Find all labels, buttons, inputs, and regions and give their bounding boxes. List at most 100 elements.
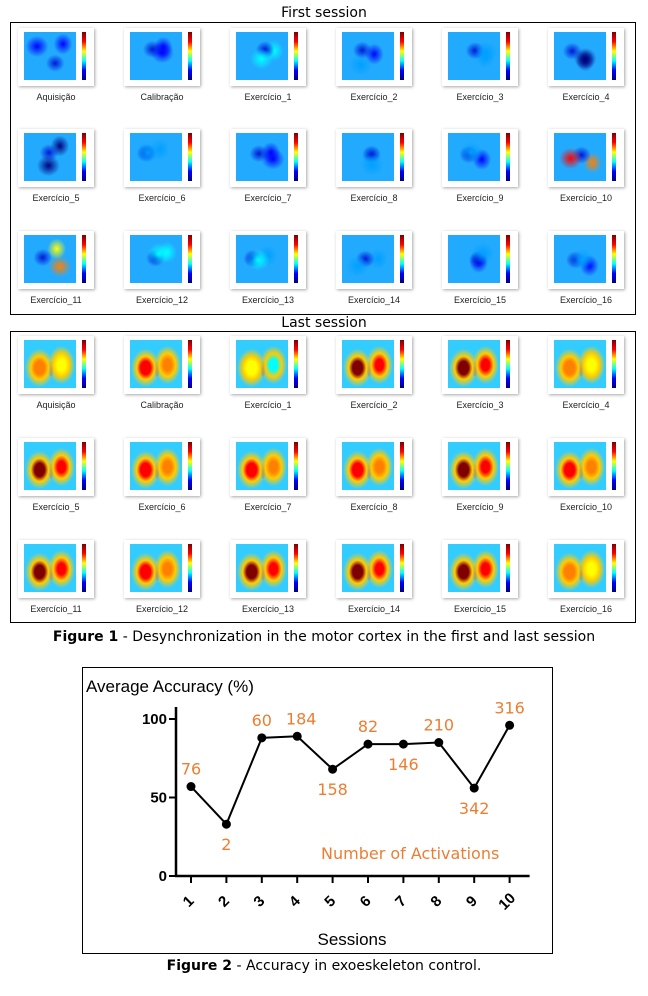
heatmap-image [24, 340, 76, 388]
first-heatmap-label: Exercício_5 [32, 193, 80, 203]
colorbar [188, 133, 192, 181]
heatmap-image [342, 442, 394, 490]
activation-count-label: 342 [459, 799, 490, 818]
heatmap-image [24, 442, 76, 490]
heatmap-image [236, 32, 288, 80]
y-tick-label: 50 [150, 790, 167, 807]
accuracy-point [186, 782, 196, 792]
colorbar [294, 442, 298, 490]
figure-2-label: Figure 2 [166, 958, 233, 974]
chart-title: Average Accuracy (%) [86, 677, 254, 696]
last-heatmap-thumbnail [18, 438, 94, 496]
last-heatmap-thumbnail [442, 540, 518, 598]
last-heatmap-label: Exercício_10 [559, 502, 613, 512]
first-heatmap-thumbnail [336, 231, 412, 289]
last-heatmap-thumbnail [124, 540, 200, 598]
last-heatmap-thumbnail [124, 438, 200, 496]
first-heatmap-thumbnail [548, 129, 624, 187]
last-heatmap-label: Exercício_11 [30, 604, 82, 614]
last-heatmap-label: Exercício_2 [350, 400, 398, 410]
first-heatmap-label: Exercício_11 [30, 295, 82, 305]
colorbar [400, 340, 404, 388]
last-heatmap-label: Calibração [140, 400, 184, 410]
heatmap-image [554, 32, 606, 80]
last-heatmap-label: Exercício_3 [456, 400, 504, 410]
colorbar [400, 442, 404, 490]
first-heatmap-label: Exercício_15 [453, 295, 507, 305]
first-heatmap-thumbnail [230, 129, 306, 187]
heatmap-image [24, 32, 76, 80]
activation-count-label: 158 [317, 780, 348, 799]
last-heatmap-label: Exercício_5 [32, 502, 80, 512]
accuracy-point [505, 720, 515, 730]
heatmap-image [342, 340, 394, 388]
last-session-panel: Aquisição Calibração Exercício_1 Exercíc… [10, 331, 636, 623]
accuracy-point [257, 733, 267, 743]
last-heatmap-label: Exercício_1 [244, 400, 292, 410]
accuracy-point [221, 819, 231, 829]
heatmap-image [554, 133, 606, 181]
last-heatmap-label: Exercício_15 [453, 604, 507, 614]
x-tick-label: 8 [427, 893, 445, 911]
first-heatmap-thumbnail [124, 28, 200, 86]
colorbar [612, 32, 616, 80]
first-heatmap-label: Exercício_6 [138, 193, 186, 203]
first-heatmap-thumbnail [548, 231, 624, 289]
colorbar [506, 32, 510, 80]
activation-count-label: 82 [358, 717, 378, 736]
last-heatmap-label: Exercício_8 [350, 502, 398, 512]
activation-count-label: 76 [181, 760, 201, 779]
colorbar [506, 544, 510, 592]
x-tick-label: 10 [495, 890, 519, 914]
heatmap-image [448, 32, 500, 80]
colorbar [612, 340, 616, 388]
heatmap-image [342, 544, 394, 592]
x-tick-label: 9 [463, 893, 481, 911]
heatmap-image [554, 544, 606, 592]
heatmap-image [554, 340, 606, 388]
last-heatmap-label: Aquisição [36, 400, 76, 410]
heatmap-image [448, 133, 500, 181]
y-tick-label: 0 [159, 868, 167, 885]
last-heatmap-thumbnail [336, 438, 412, 496]
last-heatmap-thumbnail [548, 336, 624, 394]
last-heatmap-thumbnail [336, 336, 412, 394]
last-heatmap-thumbnail [548, 438, 624, 496]
accuracy-point [363, 739, 373, 749]
heatmap-image [236, 340, 288, 388]
colorbar [82, 544, 86, 592]
heatmap-image [236, 442, 288, 490]
last-heatmap-label: Exercício_16 [559, 604, 613, 614]
activation-count-label: 210 [424, 716, 455, 735]
heatmap-image [24, 544, 76, 592]
first-heatmap-label: Exercício_14 [347, 295, 401, 305]
colorbar [82, 442, 86, 490]
colorbar [82, 235, 86, 283]
x-tick-label: 5 [321, 893, 339, 911]
last-heatmap-thumbnail [230, 438, 306, 496]
colorbar [188, 340, 192, 388]
heatmap-image [236, 133, 288, 181]
heatmap-image [448, 340, 500, 388]
colorbar [188, 544, 192, 592]
heatmap-image [236, 544, 288, 592]
heatmap-image [342, 235, 394, 283]
last-heatmap-thumbnail [548, 540, 624, 598]
figure-1-caption: Figure 1 - Desynchronization in the moto… [0, 628, 648, 646]
colorbar [294, 32, 298, 80]
colorbar [294, 544, 298, 592]
x-tick-label: 3 [250, 893, 268, 911]
colorbar [506, 442, 510, 490]
heatmap-image [448, 235, 500, 283]
x-tick-label: 4 [286, 892, 304, 910]
first-heatmap-thumbnail [18, 28, 94, 86]
colorbar [82, 32, 86, 80]
y-tick-label: 100 [142, 711, 167, 728]
heatmap-image [130, 32, 182, 80]
colorbar [506, 133, 510, 181]
first-heatmap-label: Exercício_4 [562, 92, 610, 102]
activation-count-label: 184 [286, 709, 317, 728]
first-session-panel: Aquisição Calibração Exercício_1 Exercíc… [10, 22, 636, 315]
colorbar [400, 133, 404, 181]
first-heatmap-thumbnail [548, 28, 624, 86]
